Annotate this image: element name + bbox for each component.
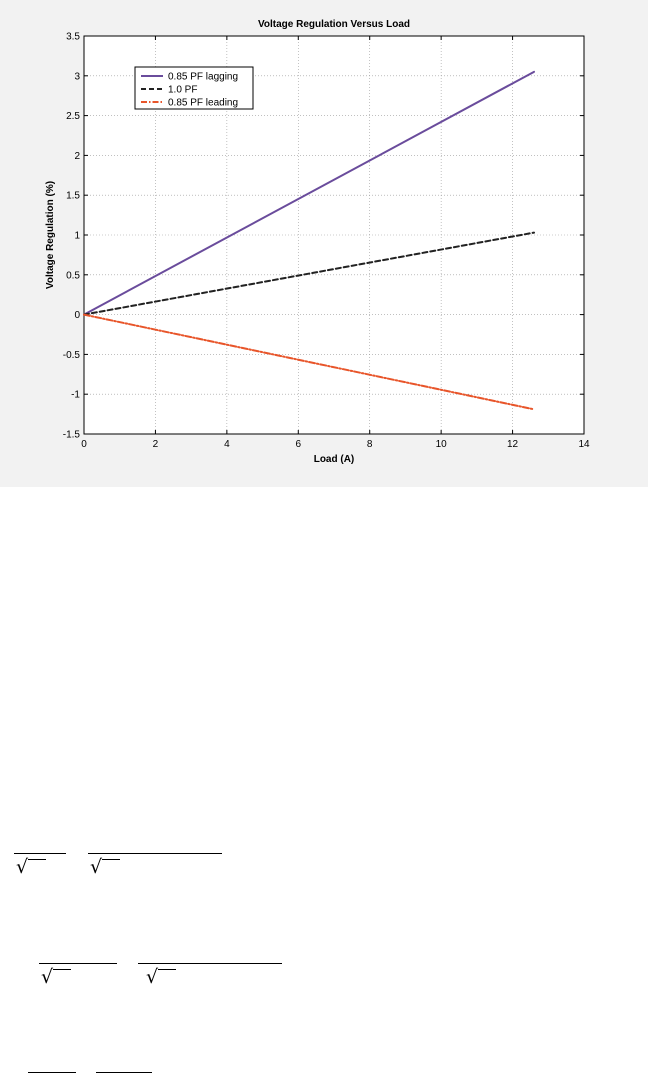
equation-1-fraction-bar-left: [14, 853, 66, 854]
series-line-0: [83, 70, 535, 316]
y-tick-label: 0.5: [66, 270, 80, 281]
y-tick-label: -1: [71, 390, 80, 401]
chart-title: Voltage Regulation Versus Load: [258, 19, 410, 30]
equation-3-fraction-bar-left: [28, 1072, 76, 1073]
x-tick-label: 4: [224, 439, 230, 450]
equation-1-radical-right: √: [90, 858, 121, 877]
legend: 0.85 PF lagging 1.0 PF 0.85 PF leading: [134, 66, 254, 110]
equation-1-radical-left: √: [16, 858, 47, 877]
series-line-2: [83, 313, 535, 411]
x-tick-label: 12: [507, 439, 519, 450]
y-tick-label: 0: [74, 310, 80, 321]
equation-1-fraction-bar-right: [88, 853, 222, 854]
y-tick-label: 3.5: [66, 32, 80, 43]
y-tick-label: 1.5: [66, 191, 80, 202]
series-line-1: [83, 231, 535, 316]
legend-label-1: 1.0 PF: [168, 85, 197, 96]
equation-2-fraction-bar-right: [138, 963, 282, 964]
y-axis-title: Voltage Regulation (%): [45, 181, 56, 289]
y-tick-label: 2.5: [66, 111, 80, 122]
x-axis-title: Load (A): [314, 454, 355, 465]
series-lines: [83, 70, 535, 411]
chart-panel: 0 2 4 6 8 10 12 14 -1.5 -1 -0.5 0 0.5 1 1.5 2 2.5 3 3.5 Vo…: [0, 0, 648, 487]
equation-2-fraction-bar-left: [39, 963, 117, 964]
axis-ticks: 0 2 4 6 8 10 12 14 -1.5 -1 -0.5 0 0.5 1 1.5 2 2.5 3 3.5: [63, 32, 590, 451]
x-tick-label: 10: [436, 439, 448, 450]
equation-2-radical-left: √: [41, 968, 72, 987]
legend-label-0: 0.85 PF lagging: [168, 72, 238, 83]
x-tick-label: 2: [153, 439, 159, 450]
x-tick-label: 14: [578, 439, 590, 450]
y-tick-label: 1: [74, 231, 80, 242]
y-tick-label: -1.5: [63, 430, 81, 441]
x-tick-label: 8: [367, 439, 373, 450]
y-tick-label: -0.5: [63, 350, 81, 361]
equation-3-fraction-bar-right: [96, 1072, 152, 1073]
voltage-regulation-chart: 0 2 4 6 8 10 12 14 -1.5 -1 -0.5 0 0.5 1 1.5 2 2.5 3 3.5 Vo…: [45, 19, 590, 465]
x-tick-label: 6: [296, 439, 302, 450]
equation-2-radical-right: √: [146, 968, 177, 987]
legend-label-2: 0.85 PF leading: [168, 98, 238, 109]
x-tick-label: 0: [81, 439, 87, 450]
y-tick-label: 3: [74, 71, 80, 82]
y-tick-label: 2: [74, 151, 80, 162]
